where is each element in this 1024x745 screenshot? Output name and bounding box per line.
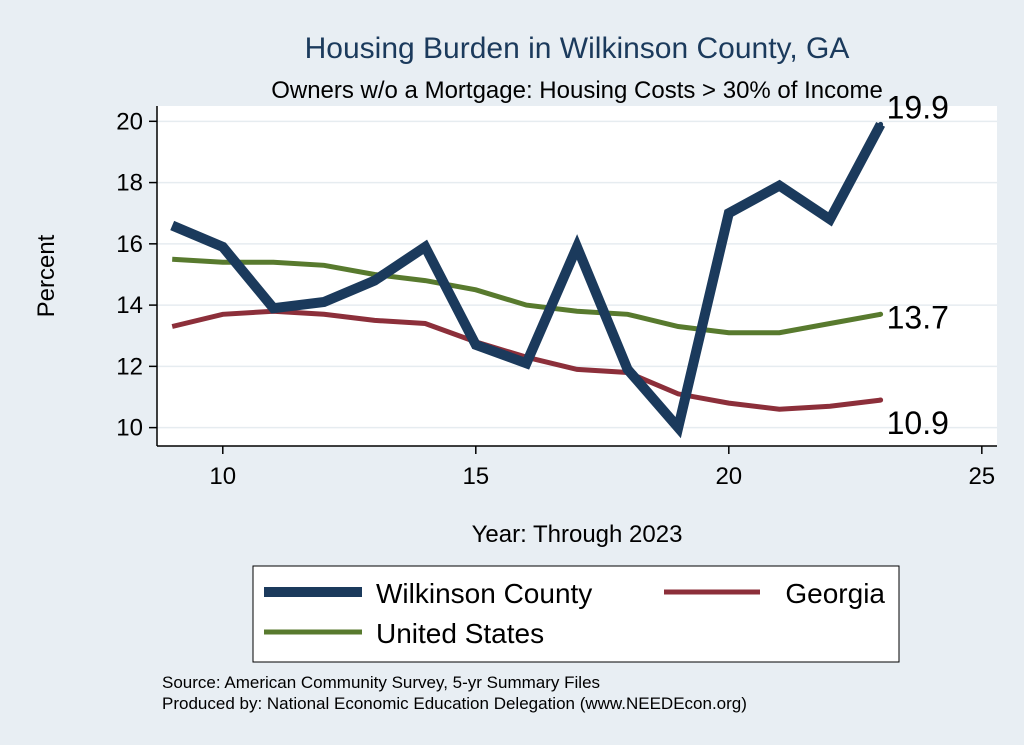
x-tick-label: 15 xyxy=(462,463,489,490)
series-line-wilkinson-county xyxy=(170,122,886,439)
end-marker-united-states xyxy=(878,311,884,317)
y-tick-label: 18 xyxy=(116,170,143,197)
y-tick-label: 20 xyxy=(116,108,143,135)
legend-label-united-states: United States xyxy=(376,618,544,649)
end-labels: 19.9 10.9 13.7 xyxy=(878,89,949,441)
legend-box xyxy=(252,565,900,663)
x-tick-label: 25 xyxy=(968,463,995,490)
series-line-united-states xyxy=(172,256,882,336)
chart-title: Housing Burden in Wilkinson County, GA xyxy=(305,32,850,65)
legend-label-georgia: Georgia xyxy=(785,578,885,609)
end-marker-georgia xyxy=(878,397,884,403)
y-tick-label: 16 xyxy=(116,231,143,258)
plot-area xyxy=(157,106,997,446)
x-axis-title: Year: Through 2023 xyxy=(472,521,683,548)
source-note: Source: American Community Survey, 5-yr … xyxy=(162,673,600,692)
produced-by-note: Produced by: National Economic Education… xyxy=(162,694,747,713)
y-tick-label: 14 xyxy=(116,292,143,319)
axis-ticks: 10 12 14 16 18 20 10 15 20 25 xyxy=(116,108,995,490)
end-label-georgia: 10.9 xyxy=(887,405,949,441)
end-marker-wilkinson-county xyxy=(878,121,884,127)
x-tick-label: 20 xyxy=(715,463,742,490)
series-lines xyxy=(170,122,886,439)
y-tick-label: 12 xyxy=(116,353,143,380)
end-label-united-states: 13.7 xyxy=(887,299,949,335)
end-label-wilkinson-county: 19.9 xyxy=(887,89,949,125)
chart-subtitle: Owners w/o a Mortgage: Housing Costs > 3… xyxy=(271,77,883,104)
y-axis-title: Percent xyxy=(33,234,60,317)
legend-label-wilkinson: Wilkinson County xyxy=(376,578,592,609)
x-tick-label: 10 xyxy=(209,463,236,490)
y-tick-label: 10 xyxy=(116,415,143,442)
